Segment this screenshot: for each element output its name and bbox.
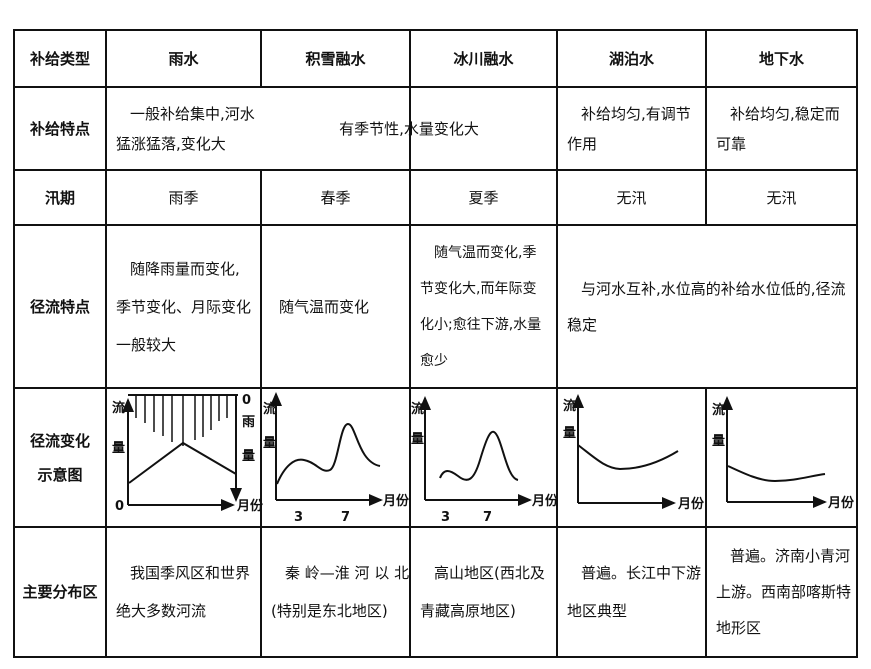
header-lake: 湖泊水: [608, 49, 654, 68]
text-line: 一般较大: [116, 335, 177, 354]
runoff-curve: [128, 441, 237, 484]
tick-7: 7: [483, 510, 492, 525]
rainfall-bars: [135, 395, 228, 446]
text-line: 猛涨猛落,变化大: [116, 134, 226, 153]
text-line: 补给均匀,稳定而: [730, 104, 840, 123]
text-line: 随降雨量而变化,: [130, 259, 240, 278]
runoff-curve: [276, 422, 381, 485]
zero-label: 0: [242, 393, 251, 408]
flood-snow: 春季: [320, 188, 351, 207]
features-snow-glacier: 有季节性,水量变化大: [339, 119, 479, 138]
flood-lake: 无汛: [616, 188, 647, 207]
month-label: 月份: [531, 493, 559, 509]
distribution-snow: 秦 岭—淮 河 以 北 (特别是东北地区): [261, 527, 410, 657]
text-line: 青藏高原地区): [420, 602, 516, 620]
month-label: 月份: [236, 498, 264, 514]
table-grid: [13, 29, 858, 658]
row-label-distribution: 主要分布区: [22, 583, 98, 601]
flow-label: 流: [112, 400, 125, 416]
lake-runoff-diagram: [572, 394, 679, 509]
text-line: 普遍。济南小青河: [730, 547, 851, 565]
flow-label: 量: [263, 436, 276, 451]
month-label: 月份: [827, 495, 855, 511]
flood-rain: 雨季: [168, 188, 199, 207]
text-line: 高山地区(西北及: [434, 564, 545, 582]
row-label-supply-type: 补给类型: [29, 49, 90, 68]
flow-label: 流: [563, 398, 576, 414]
text-line: 示意图: [37, 465, 83, 484]
header-rain: 雨水: [168, 49, 199, 68]
text-line: 地形区: [716, 619, 762, 637]
flow-label: 流: [411, 401, 424, 417]
distribution-glacier: 高山地区(西北及青藏高原地区): [410, 527, 557, 657]
text-line: 上游。西南部喀斯特: [716, 583, 852, 601]
flow-label: 量: [411, 432, 424, 447]
rain-label: 量: [242, 449, 255, 464]
text-line: 绝大多数河流: [116, 602, 207, 620]
row-label-diagram: 径流变化 示意图: [14, 388, 106, 527]
text-line: 可靠: [716, 134, 747, 153]
runoff-rain: 随降雨量而变化, 季节变化、月际变化 一般较大: [106, 225, 261, 388]
flow-label: 量: [563, 426, 576, 441]
text-line: 节变化大,而年际变: [420, 280, 537, 297]
rain-label: 雨: [242, 415, 255, 430]
month-label: 月份: [677, 496, 705, 512]
header-groundwater: 地下水: [758, 49, 804, 68]
groundwater-runoff-diagram: [721, 396, 827, 508]
text-line: 与河水互补,水位高的补给水位低的,径流: [581, 279, 846, 298]
features-rain: 一般补给集中,河水猛涨猛落,变化大: [106, 87, 261, 170]
text-line: 我国季风区和世界: [130, 564, 251, 582]
runoff-snow: 随气温而变化: [279, 297, 370, 316]
distribution-rain: 我国季风区和世界绝大多数河流: [106, 527, 261, 657]
snowmelt-runoff-diagram: [270, 392, 383, 506]
tick-3: 3: [441, 510, 450, 525]
header-snowmelt: 积雪融水: [305, 49, 366, 68]
text-line: 季节变化、月际变化: [116, 297, 252, 316]
features-groundwater: 补给均匀,稳定而可靠: [706, 87, 857, 170]
flood-glacier: 夏季: [468, 188, 499, 207]
text-line: 补给均匀,有调节: [581, 104, 691, 123]
text-line: 化小;愈往下游,水量: [420, 316, 542, 333]
tick-3: 3: [294, 510, 303, 525]
distribution-lake: 普遍。长江中下游地区典型: [557, 527, 706, 657]
runoff-curve: [577, 444, 679, 471]
flow-label: 量: [112, 441, 125, 456]
zero-label: 0: [115, 499, 124, 514]
flow-label: 量: [712, 434, 725, 449]
tick-7: 7: [341, 510, 350, 525]
rain-runoff-diagram: [122, 394, 242, 511]
features-lake: 补给均匀,有调节作用: [557, 87, 706, 170]
row-label-features: 补给特点: [29, 119, 90, 138]
runoff-lake-groundwater: 与河水互补,水位高的补给水位低的,径流稳定: [557, 225, 857, 388]
month-label: 月份: [382, 493, 410, 509]
runoff-curve: [439, 430, 519, 481]
text-line: 稳定: [567, 315, 598, 334]
glacier-runoff-diagram: [419, 396, 532, 506]
text-line: 普遍。长江中下游: [581, 564, 702, 582]
flood-groundwater: 无汛: [766, 188, 797, 207]
row-label-runoff: 径流特点: [29, 297, 90, 316]
row-label-flood: 汛期: [44, 188, 75, 207]
flow-label: 流: [712, 402, 725, 418]
runoff-glacier: 随气温而变化,季节变化大,而年际变 化小;愈往下游,水量 愈少: [410, 225, 557, 388]
text-line: 作用: [567, 134, 598, 153]
text-line: 秦 岭—淮 河 以 北: [285, 564, 410, 582]
text-line: (特别是东北地区): [271, 602, 388, 620]
runoff-curve: [727, 465, 826, 483]
text-line: 径流变化: [29, 431, 90, 450]
text-line: 地区典型: [567, 602, 628, 620]
flow-label: 流: [263, 401, 276, 417]
header-glacier: 冰川融水: [453, 49, 514, 68]
diagram-labels: 流 量 0 0 雨 量 月份 流 量 月份 3 7 流 量 月份 3 7 流 量…: [112, 393, 855, 525]
text-line: 一般补给集中,河水: [130, 104, 255, 123]
text-line: 随气温而变化,季: [434, 244, 537, 261]
distribution-groundwater: 普遍。济南小青河上游。西南部喀斯特 地形区: [706, 527, 857, 657]
text-line: 愈少: [420, 352, 448, 369]
